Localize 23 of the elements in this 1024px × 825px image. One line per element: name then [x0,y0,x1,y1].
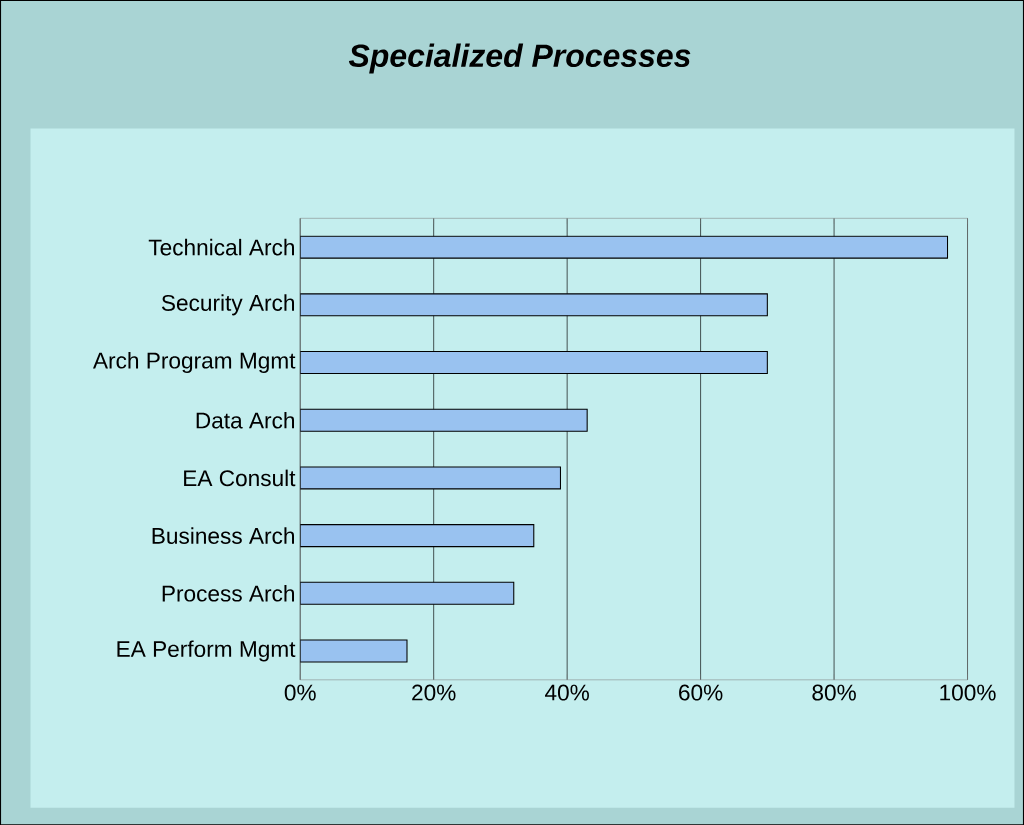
y-tick-label: Technical Arch [148,238,294,256]
bar [300,235,949,259]
bar [300,350,768,374]
chart-title: Specialized Processes [348,43,691,74]
y-tick-label: Business Arch [152,527,294,544]
bar [300,523,535,548]
bar [300,466,562,490]
y-tick-label: Security Arch [161,294,295,316]
y-tick-label: Arch Program Mgmt [92,351,296,373]
x-tick-label: 80% [812,684,856,701]
bar [300,581,515,605]
x-tick-label: 60% [679,684,723,701]
x-tick-label: 40% [545,684,589,701]
y-tick-label: Process Arch [162,584,295,602]
y-tick-label: EA Consult [184,469,296,487]
bar [300,293,768,317]
y-tick-label: Data Arch [196,411,295,429]
x-tick-label: 100% [940,684,996,701]
bar [300,639,408,663]
bar [300,408,588,432]
x-tick-label: 0% [284,684,316,701]
x-tick-label: 20% [412,684,456,701]
y-tick-label: EA Perform Mgmt [117,640,296,662]
